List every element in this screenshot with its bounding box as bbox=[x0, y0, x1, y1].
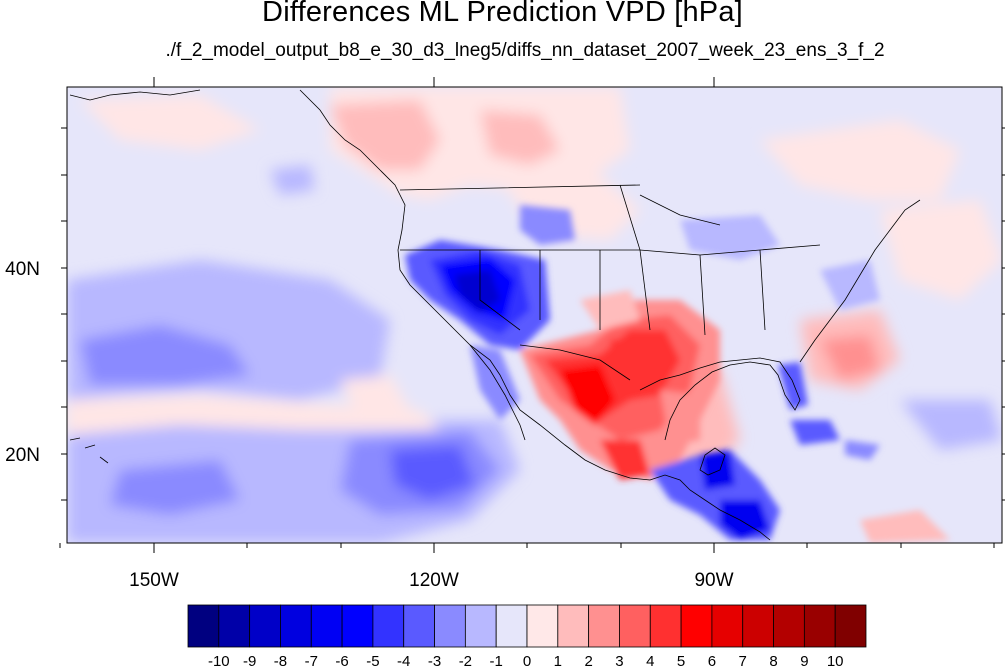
colorbar-tick-label: -8 bbox=[274, 653, 287, 670]
colorbar-tick-label: 0 bbox=[523, 653, 531, 670]
colorbar-tick-label: 9 bbox=[800, 653, 808, 670]
colorbar-tick-label: 7 bbox=[739, 653, 747, 670]
y-tick-label-20n: 20N bbox=[5, 445, 40, 466]
colorbar-labels: -10 -9 -8 -7 -6 -5 -4 -3 -2 -1 0 1 2 3 4 5 6 7 8 9 10 bbox=[208, 653, 844, 670]
colorbar-tick-label: -2 bbox=[459, 653, 472, 670]
main-title: Differences ML Prediction VPD [hPa] bbox=[262, 0, 743, 28]
colorbar-tick-label: 1 bbox=[554, 653, 562, 670]
x-tick-label-120w: 120W bbox=[409, 570, 459, 591]
y-axis-labels: 40N 20N bbox=[5, 259, 40, 466]
colorbar-tick-label: 5 bbox=[677, 653, 685, 670]
colorbar-swatch bbox=[280, 604, 312, 648]
colorbar-swatch bbox=[711, 604, 744, 648]
colorbar-tick-label: 4 bbox=[646, 653, 654, 670]
colorbar-swatch bbox=[680, 604, 713, 648]
colorbar-swatch bbox=[434, 604, 466, 648]
colorbar-swatch bbox=[649, 604, 682, 648]
colorbar-tick-label: -3 bbox=[428, 653, 441, 670]
x-tick-label-150w: 150W bbox=[129, 570, 179, 591]
colorbar-swatch bbox=[557, 604, 590, 648]
colorbar-tick-label: -7 bbox=[305, 653, 318, 670]
colorbar-swatch bbox=[249, 604, 281, 648]
colorbar-tick-label: -1 bbox=[490, 653, 503, 670]
colorbar-swatch bbox=[464, 604, 497, 648]
colorbar-swatch bbox=[834, 604, 867, 648]
colorbar-tick-label: -6 bbox=[335, 653, 348, 670]
x-tick-label-90w: 90W bbox=[694, 570, 733, 591]
colorbar-swatch bbox=[773, 604, 805, 648]
coastlines bbox=[69, 89, 921, 541]
colorbar-swatch bbox=[588, 604, 620, 648]
colorbar-tick-label: -5 bbox=[366, 653, 379, 670]
colorbar-tick-label: 6 bbox=[708, 653, 716, 670]
colorbar-tick-label: 8 bbox=[769, 653, 777, 670]
map-frame bbox=[66, 86, 1003, 544]
colorbar-swatch bbox=[619, 604, 651, 648]
colorbar-swatch bbox=[526, 604, 559, 648]
colorbar-swatch bbox=[372, 604, 405, 648]
colorbar bbox=[187, 604, 867, 648]
colorbar-swatch bbox=[187, 604, 220, 648]
colorbar-swatch bbox=[742, 604, 774, 648]
colorbar-tick-label: 2 bbox=[584, 653, 592, 670]
colorbar-swatch bbox=[403, 604, 435, 648]
colorbar-tick-label: 3 bbox=[615, 653, 623, 670]
colorbar-tick-label: -9 bbox=[243, 653, 256, 670]
colorbar-tick-label: 10 bbox=[827, 653, 844, 670]
colorbar-swatch bbox=[310, 604, 343, 648]
y-tick-label-40n: 40N bbox=[5, 259, 40, 280]
colorbar-swatch bbox=[803, 604, 836, 648]
vpd-difference-field bbox=[67, 87, 1002, 543]
x-axis-labels: 150W 120W 90W bbox=[129, 570, 733, 591]
colorbar-tick-label: -10 bbox=[208, 653, 230, 670]
colorbar-swatch bbox=[495, 604, 528, 648]
subtitle: ./f_2_model_output_b8_e_30_d3_lneg5/diff… bbox=[165, 40, 885, 61]
colorbar-swatch bbox=[218, 604, 251, 648]
colorbar-tick-label: -4 bbox=[397, 653, 410, 670]
colorbar-swatch bbox=[341, 604, 374, 648]
